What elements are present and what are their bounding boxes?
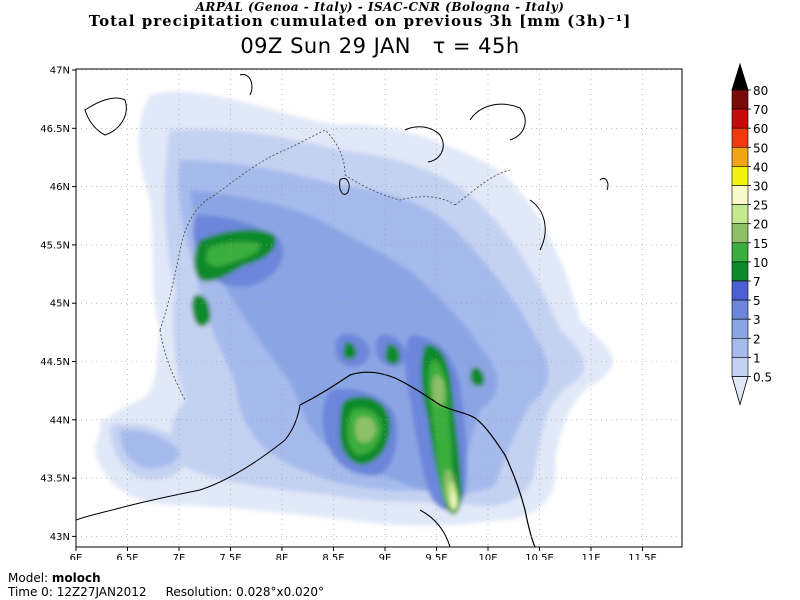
valid-time: 09Z Sun 29 JAN [240, 34, 412, 58]
colorbar-bin [731, 89, 749, 110]
model-info: Model: moloch [8, 571, 101, 585]
lake-maggiore [339, 177, 350, 195]
institutions-header: ARPAL (Genoa - Italy) - ISAC-CNR (Bologn… [195, 0, 565, 14]
colorbar-bin [731, 242, 749, 263]
political-borders [159, 129, 511, 401]
lon-tick-label: 9.5E [425, 553, 447, 560]
colorbar-bin [731, 280, 749, 301]
colorbar-label: 70 [753, 103, 768, 117]
colorbar-bin [731, 108, 749, 129]
resolution-label: Resolution: [165, 585, 233, 599]
colorbar-bin [731, 299, 749, 320]
lon-tick-label: 11.5E [628, 553, 657, 560]
france-italy-border [159, 129, 346, 331]
lon-tick-label: 11E [581, 553, 600, 560]
colorbar-label: 15 [753, 237, 768, 251]
colorbar-bin [731, 337, 749, 358]
run-info: Time 0: 12Z27JAN2012 Resolution: 0.028°x… [8, 585, 324, 599]
border-east [529, 199, 546, 251]
south-alps-border [159, 329, 186, 401]
lon-tick-label: 8E [276, 553, 289, 560]
latitude-ticks: 47N 46.5N 46N 45.5N 45N 44.5N 44N 43.5N 43N [40, 66, 76, 543]
valid-time-header: 09Z Sun 29 JAN τ = 45h [0, 34, 760, 58]
lon-tick-label: 10E [478, 553, 497, 560]
precip-field [95, 91, 613, 526]
model-value: moloch [51, 571, 101, 585]
lon-tick-label: 7E [173, 553, 186, 560]
colorbar-bin [731, 318, 749, 339]
colorbar-label: 50 [753, 141, 768, 155]
resolution-value: 0.028°x0.020° [236, 585, 324, 599]
lat-tick-label: 45.5N [40, 240, 70, 251]
ligurian-coastline [299, 371, 536, 547]
lat-tick-label: 44.5N [40, 357, 70, 368]
product-title: Total precipitation cumulated on previou… [88, 12, 632, 30]
colorbar-bin [731, 147, 749, 167]
lon-tick-label: 9E [379, 553, 392, 560]
colorbar-label: 3 [753, 313, 761, 327]
colorbar-label: 1 [753, 351, 761, 365]
lon-tick-label: 6E [70, 553, 83, 560]
colorbar-bin [731, 127, 749, 148]
precipitation-map: 47N 46.5N 46N 45.5N 45N 44.5N 44N 43.5N 43N 6E 6.… [40, 66, 683, 560]
lon-tick-label: 7.5E [219, 553, 241, 560]
swiss-italy-border [344, 174, 456, 206]
french-coastline [76, 404, 301, 521]
colorbar-label: 2 [753, 332, 761, 346]
border-north-east [469, 103, 526, 141]
time0-value: 12Z27JAN2012 [56, 585, 147, 599]
colorbar-label: 40 [753, 160, 768, 174]
time0-label: Time 0: [8, 585, 53, 599]
lat-tick-label: 47N [50, 66, 70, 77]
lat-tick-label: 46N [50, 182, 70, 193]
colorbar-bin [731, 223, 749, 244]
colorbar-label: 5 [753, 294, 761, 308]
lon-tick-label: 8.5E [322, 553, 344, 560]
colorbar-bin [731, 357, 749, 377]
map-frame [75, 68, 683, 548]
graticule [75, 69, 682, 547]
model-label: Model: [8, 571, 49, 585]
colorbar-label: 0.5 [753, 371, 772, 385]
longitude-ticks: 6E 6.5E 7E 7.5E 8E 8.5E 9E 9.5E 10E 10.5E 11E 11.5E [70, 547, 657, 560]
colorbar-label: 10 [753, 256, 768, 270]
colorbar-label: 60 [753, 122, 768, 136]
lake-geneva [84, 97, 127, 136]
island-outline [599, 177, 609, 191]
colorbar-bin [731, 185, 749, 205]
lead-time: τ = 45h [432, 34, 520, 58]
lon-tick-label: 6.5E [116, 553, 138, 560]
lat-tick-label: 43.5N [40, 474, 70, 485]
lake-outline [239, 74, 253, 96]
colorbar-bottom-arrow [731, 376, 749, 406]
colorbar-bin [731, 166, 749, 186]
lat-tick-label: 43N [50, 532, 70, 543]
lat-tick-label: 44N [50, 415, 70, 426]
colorbar-labels: 80 70 60 50 40 30 25 20 15 10 7 5 3 2 1 0.5 [748, 84, 772, 385]
corsica-coast [419, 509, 451, 547]
colorbar-label: 20 [753, 218, 768, 232]
colorbar-bin [731, 261, 749, 282]
colorbar-label: 30 [753, 180, 768, 194]
lat-tick-label: 45N [50, 299, 70, 310]
lon-tick-label: 10.5E [525, 553, 554, 560]
lake-garda-region [404, 126, 444, 163]
colorbar-label: 7 [753, 275, 761, 289]
colorbar-boxes [731, 62, 749, 406]
lat-tick-label: 46.5N [40, 124, 70, 135]
precipitation-colorbar: 80 70 60 50 40 30 25 20 15 10 7 5 3 2 1 0.5 [731, 62, 772, 406]
colorbar-bin [731, 204, 749, 225]
colorbar-top-arrow [731, 62, 749, 91]
colorbar-label: 80 [753, 84, 768, 98]
colorbar-label: 25 [753, 199, 768, 213]
coastlines [76, 74, 609, 547]
